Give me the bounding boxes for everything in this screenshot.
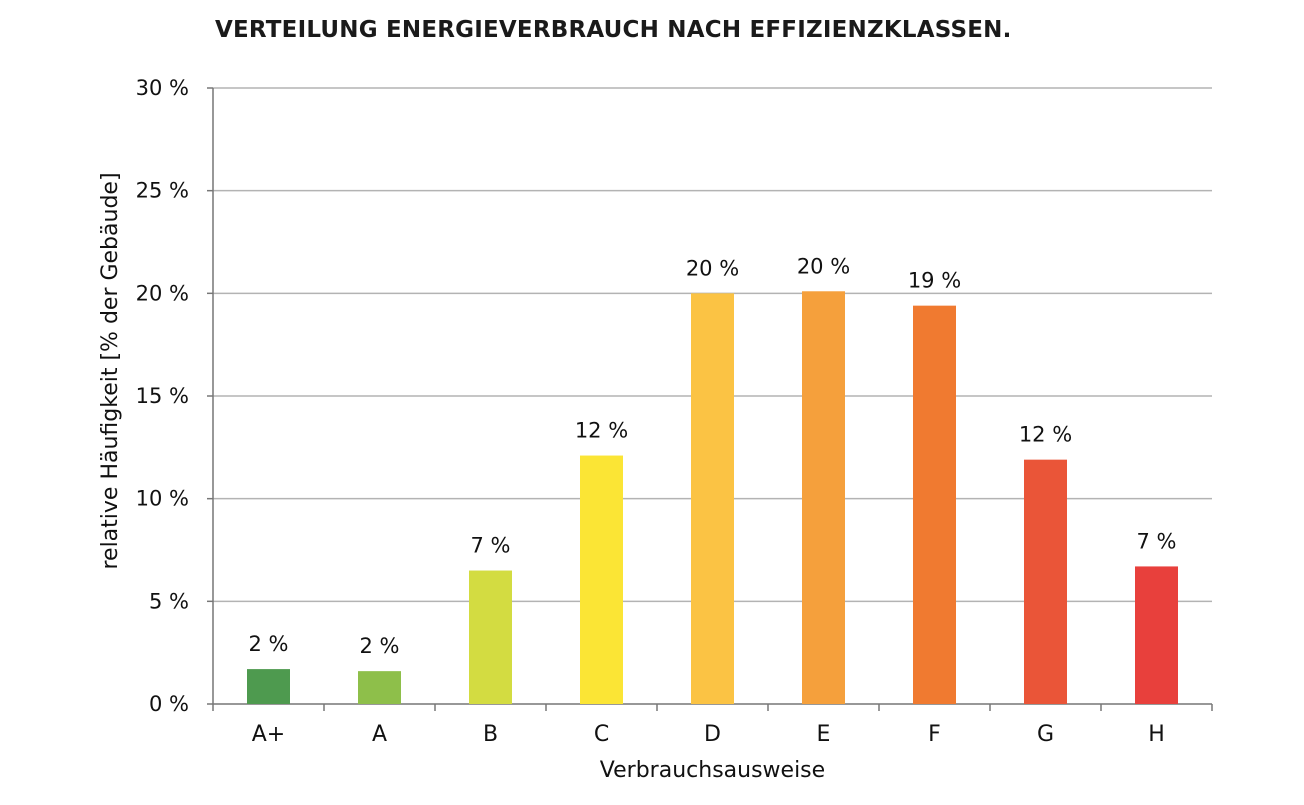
x-tick-label: A+: [252, 722, 285, 747]
data-label: 19 %: [908, 269, 961, 293]
data-label: 7 %: [471, 534, 511, 558]
x-tick-label: B: [483, 722, 498, 747]
y-tick-label: 15 %: [136, 384, 189, 408]
data-label: 20 %: [797, 254, 850, 278]
bar: [802, 291, 845, 704]
y-tick-label: 25 %: [136, 179, 189, 203]
bar: [469, 570, 512, 704]
y-tick-label: 0 %: [149, 692, 189, 716]
bar: [691, 293, 734, 704]
x-tick-label: D: [704, 722, 721, 747]
data-label: 12 %: [1019, 423, 1072, 447]
bar: [1135, 566, 1178, 704]
data-label: 7 %: [1137, 529, 1177, 553]
x-tick-label: H: [1148, 722, 1165, 747]
x-tick-label: A: [372, 722, 387, 747]
y-tick-label: 30 %: [136, 76, 189, 100]
data-label: 2 %: [360, 634, 400, 658]
data-label: 12 %: [575, 419, 628, 443]
bar: [358, 671, 401, 704]
bar: [1024, 459, 1067, 704]
y-tick-label: 20 %: [136, 281, 189, 305]
bar: [247, 669, 290, 704]
data-label: 2 %: [249, 632, 289, 656]
data-label: 20 %: [686, 256, 739, 280]
chart-title: VERTEILUNG ENERGIEVERBRAUCH NACH EFFIZIE…: [215, 17, 1012, 43]
x-tick-label: C: [594, 722, 609, 747]
x-tick-label: G: [1037, 722, 1054, 747]
bar: [580, 455, 623, 704]
x-tick-label: E: [817, 722, 831, 747]
y-tick-label: 10 %: [136, 487, 189, 511]
y-axis-title: relative Häufigkeit [% der Gebäude]: [98, 172, 123, 569]
y-tick-label: 5 %: [149, 589, 189, 613]
bar: [913, 305, 956, 704]
x-tick-label: F: [928, 722, 941, 747]
x-axis-title: Verbrauchsausweise: [600, 758, 825, 783]
